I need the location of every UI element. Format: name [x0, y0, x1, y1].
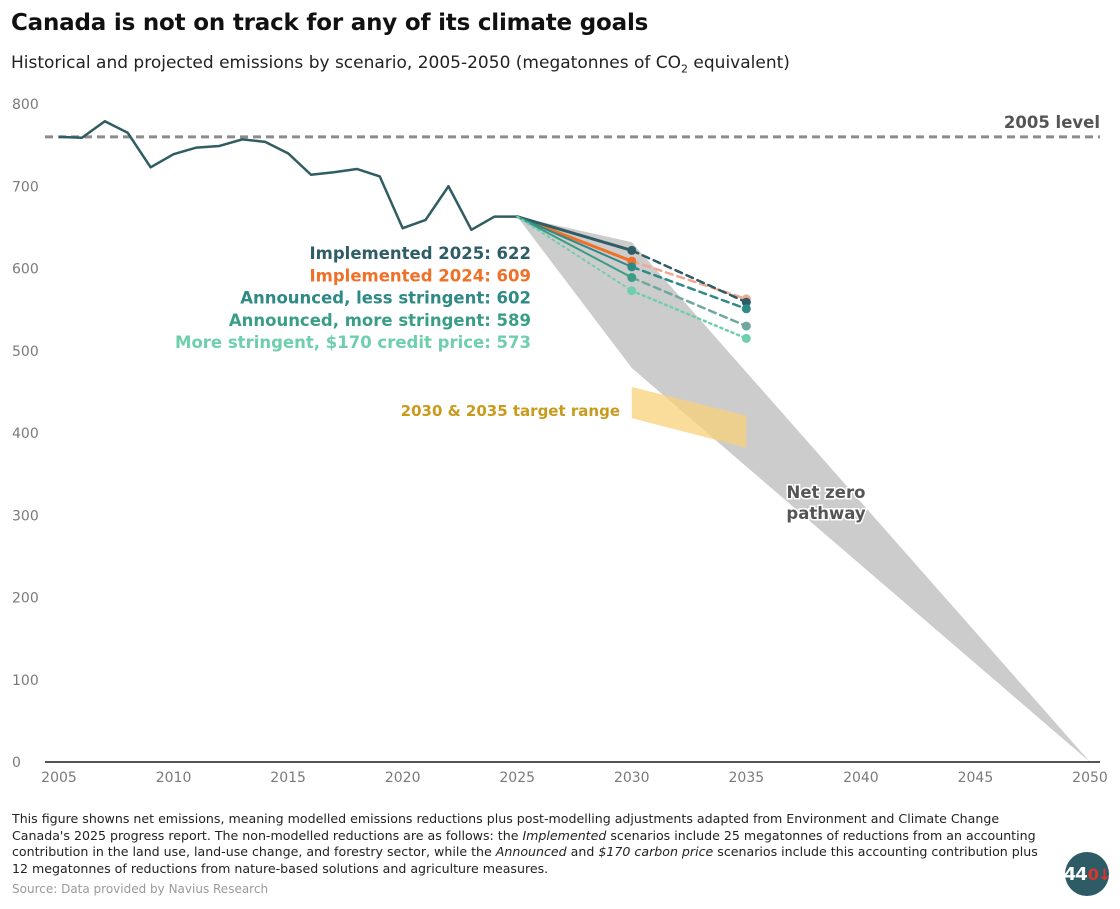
baseline-label: 2005 level [1004, 113, 1100, 132]
y-tick-label: 200 [12, 591, 39, 607]
x-tick-label: 2045 [958, 770, 994, 786]
scenario-projection-implemented_2025 [630, 249, 748, 304]
scenario-label: Announced, more stringent: 589 [229, 311, 531, 330]
scenario-projection-implemented_2024 [630, 259, 748, 301]
historical-line [58, 120, 518, 232]
subtitle-text-end: equivalent) [688, 53, 790, 73]
y-tick-label: 300 [12, 508, 39, 524]
down-arrow-icon: 0↓ [1087, 864, 1112, 884]
scenario-label: Implemented 2025: 622 [310, 244, 531, 263]
data-point-2030 [627, 273, 637, 283]
footnote-em: Announced [495, 844, 567, 859]
scenario-label: Implemented 2024: 609 [310, 266, 531, 285]
y-axis-ticks: 0 100 200 300 400 500 600 700 800 [12, 97, 39, 771]
x-tick-label: 2015 [270, 770, 306, 786]
footnote-text: and [566, 844, 599, 859]
data-point-2035 [741, 297, 751, 307]
y-tick-label: 800 [12, 97, 39, 113]
scenario-projection-announced_more [630, 276, 748, 328]
target-range-area [631, 386, 747, 448]
net-zero-label-line2: pathway [786, 504, 865, 523]
scenario-labels: Implemented 2025: 622 Implemented 2024: 6… [175, 244, 531, 352]
y-tick-label: 100 [12, 673, 39, 689]
subtitle-text: Historical and projected emissions by sc… [11, 53, 682, 73]
scenario-projection-announced_less [630, 265, 748, 311]
footnote-text: This figure showns net emissions, meanin… [12, 811, 1000, 843]
subtitle-subscript: 2 [681, 62, 689, 76]
scenario-line-announced_more [516, 215, 633, 279]
x-tick-label: 2010 [156, 770, 192, 786]
data-point-2035 [741, 304, 751, 314]
logo-text: 44 [1063, 863, 1088, 885]
x-tick-label: 2005 [41, 770, 77, 786]
net-zero-pathway-area [517, 216, 1090, 762]
target-range-label: 2030 & 2035 target range [401, 402, 620, 420]
footnote-em: Implemented [522, 827, 607, 843]
data-point-2030 [627, 286, 637, 296]
chart-title: Canada is not on track for any of its cl… [11, 10, 649, 36]
scenario-projection-credit_170 [630, 289, 748, 340]
y-tick-label: 500 [12, 344, 39, 360]
scenario-line-implemented_2025 [515, 215, 634, 252]
publisher-logo[interactable]: 44 0↓ [1063, 852, 1112, 896]
y-tick-label: 700 [12, 179, 39, 195]
data-point-2035 [741, 321, 751, 331]
footnote: This figure showns net emissions, meanin… [12, 811, 1052, 877]
net-zero-label-line1: Net zero [787, 483, 866, 502]
x-tick-label: 2040 [843, 770, 879, 786]
source-note: Source: Data provided by Navius Research [12, 882, 269, 896]
data-point-2030 [627, 262, 637, 272]
x-tick-label: 2030 [614, 770, 650, 786]
chart-subtitle: Historical and projected emissions by sc… [11, 53, 790, 75]
scenario-line-announced_less [516, 215, 633, 268]
x-tick-label: 2050 [1072, 770, 1108, 786]
scenario-label: More stringent, $170 credit price: 573 [175, 333, 531, 352]
y-tick-label: 0 [12, 755, 21, 771]
x-tick-label: 2020 [385, 770, 421, 786]
y-tick-label: 600 [12, 262, 39, 278]
scenario-series [515, 215, 751, 343]
x-tick-label: 2035 [729, 770, 765, 786]
x-axis-ticks: 2005 2010 2015 2020 2025 2030 2035 2040 2045 2050 [41, 770, 1108, 786]
scenario-label: Announced, less stringent: 602 [240, 289, 531, 308]
data-point-2030 [627, 245, 637, 255]
footnote-text: scenarios include this accounting contri… [12, 844, 1038, 876]
data-point-2035 [741, 333, 751, 343]
footnote-text: scenarios include 25 megatonnes of reduc… [12, 827, 1036, 860]
y-tick-label: 400 [12, 426, 39, 442]
scenario-line-credit_170 [516, 215, 633, 292]
footnote-em: $170 carbon price [598, 844, 714, 859]
x-tick-label: 2025 [499, 770, 535, 786]
